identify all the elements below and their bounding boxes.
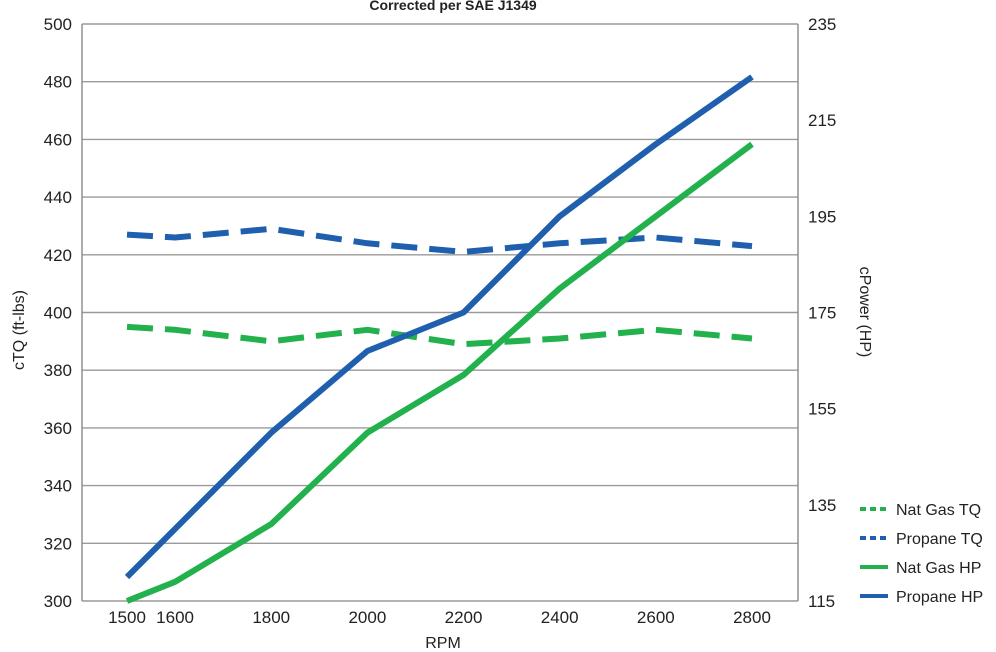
legend-label: Propane HP [896, 589, 983, 606]
y-left-tick-label: 480 [44, 73, 72, 92]
y-right-axis-title: cPower (HP) [856, 267, 873, 358]
legend-label: Nat Gas HP [896, 560, 981, 577]
series-line-nat-gas-hp [125, 141, 754, 604]
x-tick-label: 2400 [541, 608, 579, 627]
series-line-propane-hp [124, 74, 754, 580]
y-right-tick-label: 135 [808, 496, 836, 515]
y-right-tick-label: 195 [808, 207, 836, 226]
x-tick-label: 2800 [733, 608, 771, 627]
y-left-tick-label: 440 [44, 188, 72, 207]
y-right-tick-label: 235 [808, 15, 836, 34]
y-left-tick-label: 460 [44, 130, 72, 149]
y-right-tick-label: 215 [808, 111, 836, 130]
x-tick-label: 2000 [348, 608, 386, 627]
y-left-tick-label: 360 [44, 419, 72, 438]
legend-label: Nat Gas TQ [896, 502, 981, 519]
chart-subtitle: Corrected per SAE J1349 [369, 0, 537, 13]
x-tick-label: 1600 [156, 608, 194, 627]
y-right-tick-label: 155 [808, 400, 836, 419]
series-line-nat-gas-tq [126, 323, 753, 348]
y-left-tick-label: 300 [44, 592, 72, 611]
legend: Nat Gas TQ Propane TQ Nat Gas HP Propane HP [860, 502, 983, 606]
y-left-axis-title: cTQ (ft-lbs) [11, 290, 28, 370]
x-tick-label: 1500 [108, 608, 146, 627]
y-left-tick-label: 400 [44, 304, 72, 323]
series-lines [124, 74, 754, 604]
y-left-tick-label: 340 [44, 477, 72, 496]
legend-label: Propane TQ [896, 531, 983, 548]
y-right-tick-label: 115 [808, 592, 835, 611]
y-left-tick-label: 380 [44, 361, 72, 380]
x-axis-title: RPM [425, 635, 461, 652]
x-tick-label: 2600 [637, 608, 675, 627]
axes: 300 320 340 360 380 400 420 440 460 480 500 115 135 1… [44, 15, 837, 627]
grid [82, 23, 798, 602]
x-tick-label: 1800 [252, 608, 290, 627]
y-right-tick-label: 175 [808, 304, 836, 323]
y-left-tick-label: 320 [44, 534, 72, 553]
x-tick-label: 2200 [445, 608, 483, 627]
y-left-tick-label: 420 [44, 246, 72, 265]
y-left-tick-label: 500 [44, 15, 72, 34]
series-line-propane-tq [126, 225, 753, 255]
